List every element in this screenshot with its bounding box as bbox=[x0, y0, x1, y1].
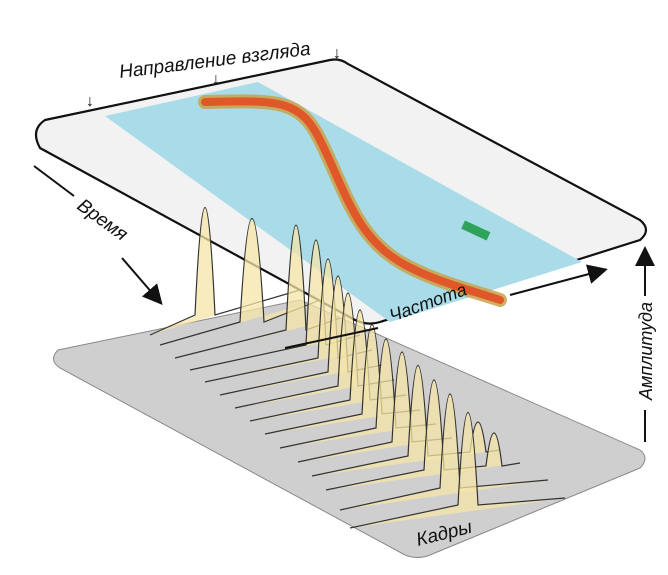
time-label: Время bbox=[73, 195, 131, 245]
frame-1 bbox=[149, 206, 301, 336]
amplitude-label: Амплитуда bbox=[636, 302, 656, 401]
down-arrow-icon: ↓ bbox=[86, 93, 94, 110]
frame-14 bbox=[339, 393, 549, 511]
signal-blip bbox=[461, 220, 491, 241]
frame-13 bbox=[325, 379, 521, 491]
down-arrow-icon: ↓ bbox=[212, 71, 220, 88]
time-axis-arrow bbox=[121, 257, 163, 306]
frequency-axis-line bbox=[284, 327, 379, 349]
time-axis-line-upper bbox=[33, 165, 75, 197]
down-arrow-icon: ↓ bbox=[333, 45, 341, 62]
base-plane bbox=[53, 299, 646, 558]
frame-3 bbox=[174, 224, 341, 359]
frame-2 bbox=[159, 218, 321, 346]
frequency-axis-arrow bbox=[509, 264, 608, 296]
frame-peaks bbox=[149, 206, 566, 529]
frame-15 bbox=[349, 411, 566, 529]
spectral-track-inner bbox=[201, 97, 504, 304]
frame-12 bbox=[311, 364, 501, 477]
view-direction-arrows: ↓ ↓ ↓ bbox=[86, 45, 341, 110]
